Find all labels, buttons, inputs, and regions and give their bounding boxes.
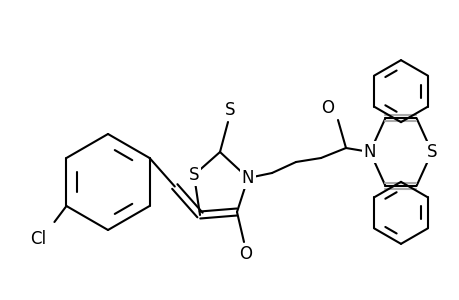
Text: S: S (426, 143, 437, 161)
Text: S: S (188, 166, 199, 184)
Text: Cl: Cl (30, 230, 46, 248)
Text: S: S (224, 101, 235, 119)
Text: O: O (320, 99, 333, 117)
Text: O: O (239, 245, 252, 263)
Text: N: N (241, 169, 254, 187)
Text: N: N (363, 143, 375, 161)
